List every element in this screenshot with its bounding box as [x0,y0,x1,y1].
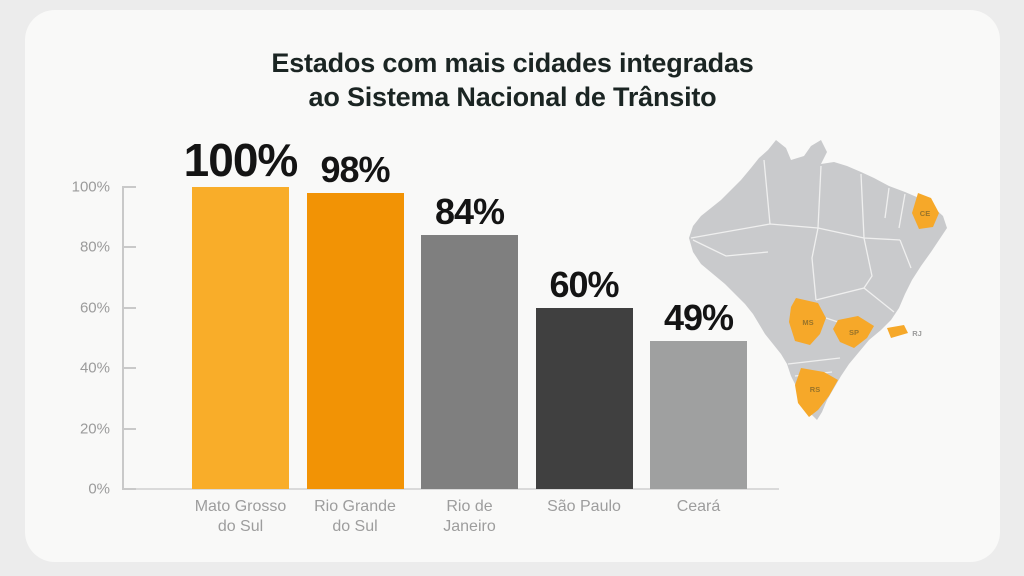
category-label: Rio Grande do Sul [270,497,440,537]
map-label-ms: MS [802,318,813,327]
bar-value-label: 100% [183,134,299,186]
y-tick-label-80: 80% [79,238,110,256]
map-state-ce [912,193,939,229]
bar-rio-grande-do-sul [306,193,404,489]
category-label-line: Janeiro [443,518,496,535]
y-tick-label-40: 40% [79,359,110,377]
category-label-line: Ceará [676,498,721,515]
category-label-line: do Sul [217,518,264,535]
category-label: Ceará [614,497,784,517]
brazil-map: CE MS SP RJ RS [668,126,980,438]
y-tick-mark [122,246,136,249]
map-state-sp [833,316,874,348]
y-tick-mark [122,306,136,309]
bar-value-label: 49% [663,297,734,339]
y-tick-label-20: 20% [79,420,110,438]
y-tick-mark [122,488,136,490]
bar-ceará [650,341,747,489]
y-tick-mark [122,427,136,430]
category-label: Mato Grosso do Sul [156,497,326,537]
bar-mato-grosso-do-sul [192,187,289,489]
category-label-line: São Paulo [547,498,621,515]
bar-value-label: 84% [434,191,505,233]
bar-value-label: 60% [549,263,619,305]
map-state-rj [887,325,908,338]
map-label-rj: RJ [912,329,922,338]
map-label-ce: CE [920,209,930,218]
y-tick-mark [122,186,136,188]
map-state-rs [795,368,838,417]
category-label-line: Rio Grande [314,498,396,515]
map-label-rs: RS [810,385,820,394]
map-state-ms [789,298,826,345]
chart-title-line2: ao Sistema Nacional de Trânsito [308,82,717,112]
y-axis-line [122,186,124,490]
y-tick-label-60: 60% [79,299,110,317]
category-label-line: Rio de [446,498,493,515]
y-tick-mark [122,367,136,370]
category-label-line: Mato Grosso [194,498,287,515]
chart-title-line1: Estados com mais cidades integradas [271,48,754,78]
map-label-sp: SP [849,328,859,337]
category-label-line: do Sul [332,518,378,535]
brazil-map-svg: CE MS SP RJ RS [689,140,947,420]
bar-rio-de-janeiro [421,235,518,489]
category-label: Rio de Janeiro [385,497,555,537]
category-label: São Paulo [499,497,669,517]
x-axis-line [122,488,779,490]
bar-value-label: 98% [320,149,390,191]
y-tick-label-100: 100% [71,178,110,196]
chart-title: Estados com mais cidades integradas ao S… [25,46,1000,114]
bar-são-paulo [535,307,633,489]
brazil-outline [689,140,947,420]
y-tick-label-0: 0% [88,480,110,498]
